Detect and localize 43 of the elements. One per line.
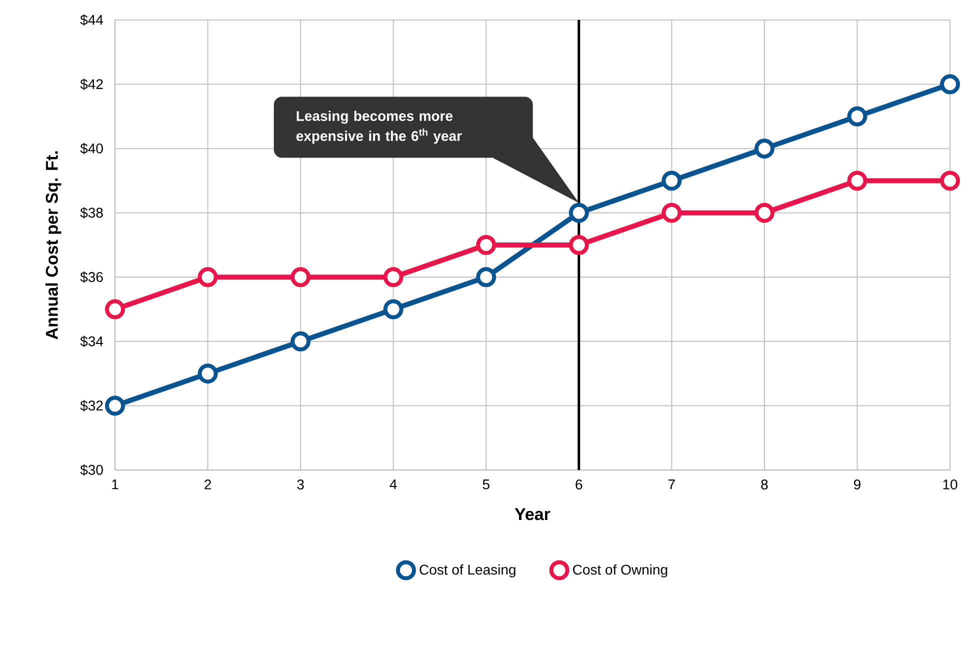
point xyxy=(383,267,404,288)
y-tick-label: $42 xyxy=(80,78,103,90)
x-tick-label: 8 xyxy=(761,480,768,490)
point xyxy=(105,299,126,320)
y-tick-label: $36 xyxy=(80,271,103,283)
point xyxy=(662,202,682,223)
x-tick-label: 2 xyxy=(204,480,211,490)
point xyxy=(383,299,404,320)
point xyxy=(476,235,496,255)
point xyxy=(290,267,311,288)
x-tick-label: 4 xyxy=(390,480,397,490)
point xyxy=(290,331,311,352)
y-axis-title: Annual Cost per Sq. Ft. xyxy=(45,151,62,340)
point xyxy=(568,202,589,223)
point xyxy=(940,74,960,94)
x-tick-label: 9 xyxy=(854,480,860,490)
legend-label: Cost of Leasing xyxy=(420,564,516,578)
y-tick-label: $32 xyxy=(80,400,103,412)
legend-label: Cost of Owning xyxy=(573,564,668,578)
point xyxy=(198,364,218,384)
x-tick-label: 3 xyxy=(297,480,304,490)
point xyxy=(754,202,774,223)
point xyxy=(754,138,774,159)
x-tick-label: 7 xyxy=(668,480,675,490)
y-tick-label: $34 xyxy=(80,336,104,348)
x-axis-title: Year xyxy=(514,508,550,520)
y-tick-label: $44 xyxy=(80,14,104,26)
point xyxy=(568,235,589,255)
x-tick-label: 5 xyxy=(482,480,490,490)
y-tick-label: $40 xyxy=(80,142,103,154)
point xyxy=(847,106,868,126)
x-tick-label: 1 xyxy=(112,480,118,490)
y-tick-label: $38 xyxy=(80,207,103,219)
point xyxy=(847,170,868,191)
point xyxy=(198,267,218,288)
x-tick-label: 10 xyxy=(943,480,958,490)
point xyxy=(940,170,960,191)
point xyxy=(476,267,496,288)
point xyxy=(105,396,126,416)
annotation: Leasing becomes more expensive in the 6$^{th}$ year xyxy=(296,110,462,144)
x-tick-label: 6 xyxy=(576,480,582,490)
y-tick-label: $30 xyxy=(80,464,103,476)
point xyxy=(662,170,682,191)
